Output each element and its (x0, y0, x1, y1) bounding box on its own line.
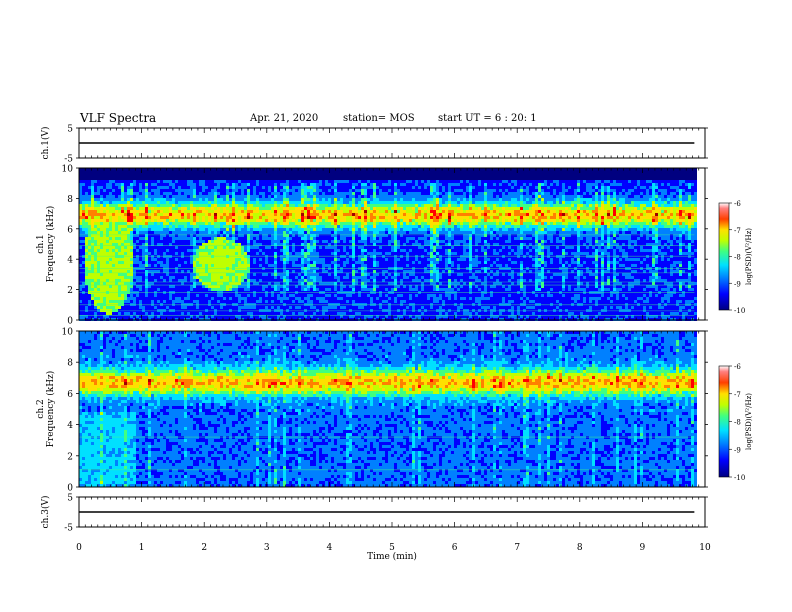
spectrogram-ch2 (79, 331, 697, 487)
colorbar (719, 203, 729, 310)
y-tick-label: 5 (67, 125, 73, 135)
y-tick-label: 2 (67, 286, 73, 296)
y-tick-label: 10 (62, 165, 74, 175)
x-tick-label: 7 (514, 543, 520, 553)
colorbar-label: log(PSD)(V²/Hz) (745, 228, 753, 285)
spectrogram-ch1 (79, 168, 697, 321)
x-tick-label: 1 (139, 543, 145, 553)
y-tick-label: -5 (64, 155, 73, 165)
colorbar-tick-label: -9 (734, 280, 741, 288)
y-tick-label: 0 (67, 317, 73, 327)
y-axis-label: ch.3(V) (40, 496, 51, 529)
colorbar (719, 366, 729, 477)
y-tick-label: 0 (67, 484, 73, 494)
y-axis-label: ch.1(V) (40, 127, 51, 160)
y-tick-label: 6 (67, 390, 73, 400)
colorbar-tick-label: -8 (734, 419, 741, 427)
y-tick-label: 6 (67, 225, 73, 235)
y-tick-label: 8 (67, 359, 73, 369)
colorbar-tick-label: -9 (734, 446, 741, 454)
y-tick-label: 4 (67, 256, 73, 266)
colorbar-tick-label: -7 (734, 227, 741, 235)
y-tick-label: -5 (64, 524, 73, 534)
y-tick-label: 4 (67, 421, 73, 431)
x-tick-label: 3 (264, 543, 270, 553)
x-axis-label: Time (min) (367, 551, 417, 562)
colorbar-label: log(PSD)(V²/Hz) (745, 393, 753, 450)
x-tick-label: 2 (201, 543, 207, 553)
y-axis-label: Frequency (kHz) (45, 371, 56, 448)
colorbar-tick-label: -6 (734, 200, 741, 208)
x-tick-label: 4 (327, 543, 333, 553)
y-tick-label: 5 (67, 494, 73, 504)
colorbar-tick-label: -7 (734, 391, 741, 399)
x-tick-label: 0 (76, 543, 82, 553)
y-tick-label: 8 (67, 195, 73, 205)
y-axis-label: ch.2 (36, 399, 46, 418)
colorbar-tick-label: -8 (734, 254, 741, 262)
x-tick-label: 6 (452, 543, 458, 553)
colorbar-tick-label: -10 (734, 474, 745, 482)
y-tick-label: 2 (67, 452, 73, 462)
x-tick-label: 8 (577, 543, 583, 553)
x-tick-label: 9 (640, 543, 646, 553)
colorbar-tick-label: -6 (734, 363, 741, 371)
y-axis-label: ch.1 (36, 234, 46, 253)
x-tick-label: 10 (699, 543, 711, 553)
y-axis-label: Frequency (kHz) (45, 206, 56, 283)
colorbar-tick-label: -10 (734, 307, 745, 315)
y-tick-label: 10 (62, 328, 74, 338)
